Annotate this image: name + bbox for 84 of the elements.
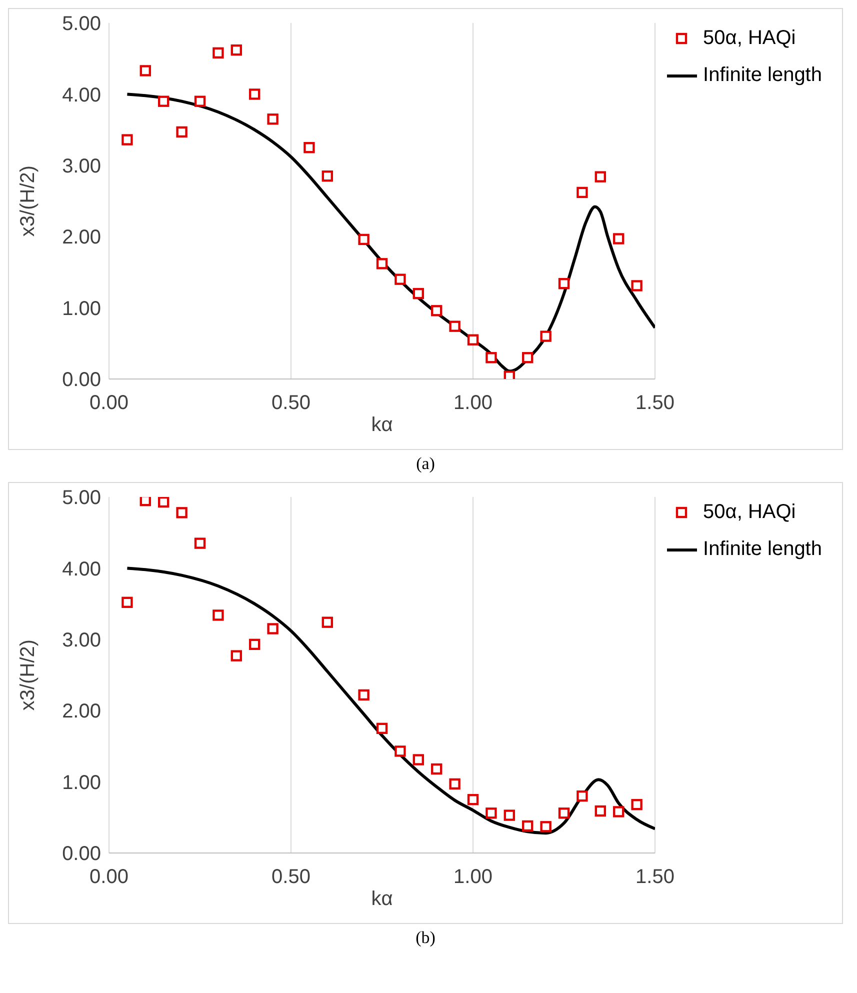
point	[431, 763, 442, 775]
point	[576, 186, 588, 198]
x-tick-label: 1.50	[636, 392, 674, 414]
point	[212, 610, 224, 621]
point	[158, 96, 170, 107]
point	[449, 778, 460, 790]
point	[194, 538, 206, 549]
legend-label: 50α, HAQi	[703, 501, 796, 524]
point	[376, 258, 388, 270]
point	[212, 47, 224, 59]
x-tick-label: 0.50	[272, 866, 310, 888]
point	[540, 821, 552, 832]
point	[412, 754, 424, 766]
point	[249, 88, 260, 100]
x-axis-title: kα	[371, 888, 393, 910]
point	[467, 794, 479, 806]
y-tick-label: 4.00	[62, 558, 101, 580]
point	[194, 96, 206, 107]
y-tick-label: 5.00	[62, 13, 101, 36]
y-tick-label: 0.00	[62, 843, 101, 866]
y-tick-label: 2.00	[62, 226, 101, 249]
y-tick-label: 3.00	[62, 630, 101, 652]
point	[486, 352, 497, 364]
point	[140, 497, 151, 506]
legend-label: Infinite length	[703, 64, 822, 87]
y-tick-label: 2.00	[62, 700, 101, 723]
text: (a)	[415, 454, 436, 474]
point	[249, 638, 260, 650]
point	[558, 808, 570, 819]
point	[558, 278, 570, 290]
point	[122, 596, 133, 608]
point	[176, 126, 188, 138]
point	[631, 798, 642, 810]
point	[230, 44, 242, 56]
y-axis-title: x3/(H/2)	[17, 639, 40, 711]
point	[322, 616, 334, 628]
point	[412, 288, 424, 300]
point	[449, 320, 460, 332]
point	[267, 623, 278, 634]
legend-label: 50α, HAQi	[703, 27, 796, 50]
point	[140, 65, 151, 76]
point	[540, 330, 552, 342]
y-tick-label: 0.00	[62, 369, 101, 392]
y-tick-label: 1.00	[62, 772, 101, 794]
point	[576, 790, 588, 802]
point	[376, 722, 388, 734]
point	[358, 689, 370, 701]
point	[176, 507, 188, 518]
point	[158, 497, 170, 508]
point	[394, 274, 406, 285]
y-tick-label: 3.00	[62, 156, 101, 178]
point	[486, 808, 497, 819]
y-tick-label: 4.00	[62, 84, 101, 106]
legend-label: Infinite length	[703, 538, 822, 561]
point	[322, 170, 334, 182]
x-tick-label: 0.50	[272, 392, 310, 414]
line-series	[126, 566, 656, 835]
point	[467, 334, 479, 346]
y-axis-title: x3/(H/2)	[17, 165, 40, 237]
point	[522, 352, 534, 364]
x-axis-title: kα	[371, 414, 393, 436]
point	[304, 142, 315, 154]
point	[522, 820, 534, 832]
x-tick-label: 1.00	[454, 392, 492, 414]
point	[504, 370, 516, 379]
y-tick-label: 5.00	[62, 487, 101, 510]
point	[230, 650, 242, 662]
text: (b)	[414, 928, 436, 948]
x-tick-label: 0.00	[90, 392, 128, 414]
y-tick-label: 1.00	[62, 298, 101, 320]
point	[267, 114, 278, 125]
point	[504, 810, 516, 821]
point	[594, 171, 606, 182]
point	[613, 233, 624, 244]
x-tick-label: 0.00	[90, 866, 128, 888]
point	[613, 806, 624, 818]
x-tick-label: 1.00	[454, 866, 492, 888]
point	[394, 746, 406, 757]
point	[122, 134, 133, 146]
x-tick-label: 1.50	[636, 866, 674, 888]
point	[594, 805, 606, 817]
point	[631, 280, 642, 292]
point	[358, 234, 370, 246]
point	[431, 305, 442, 316]
